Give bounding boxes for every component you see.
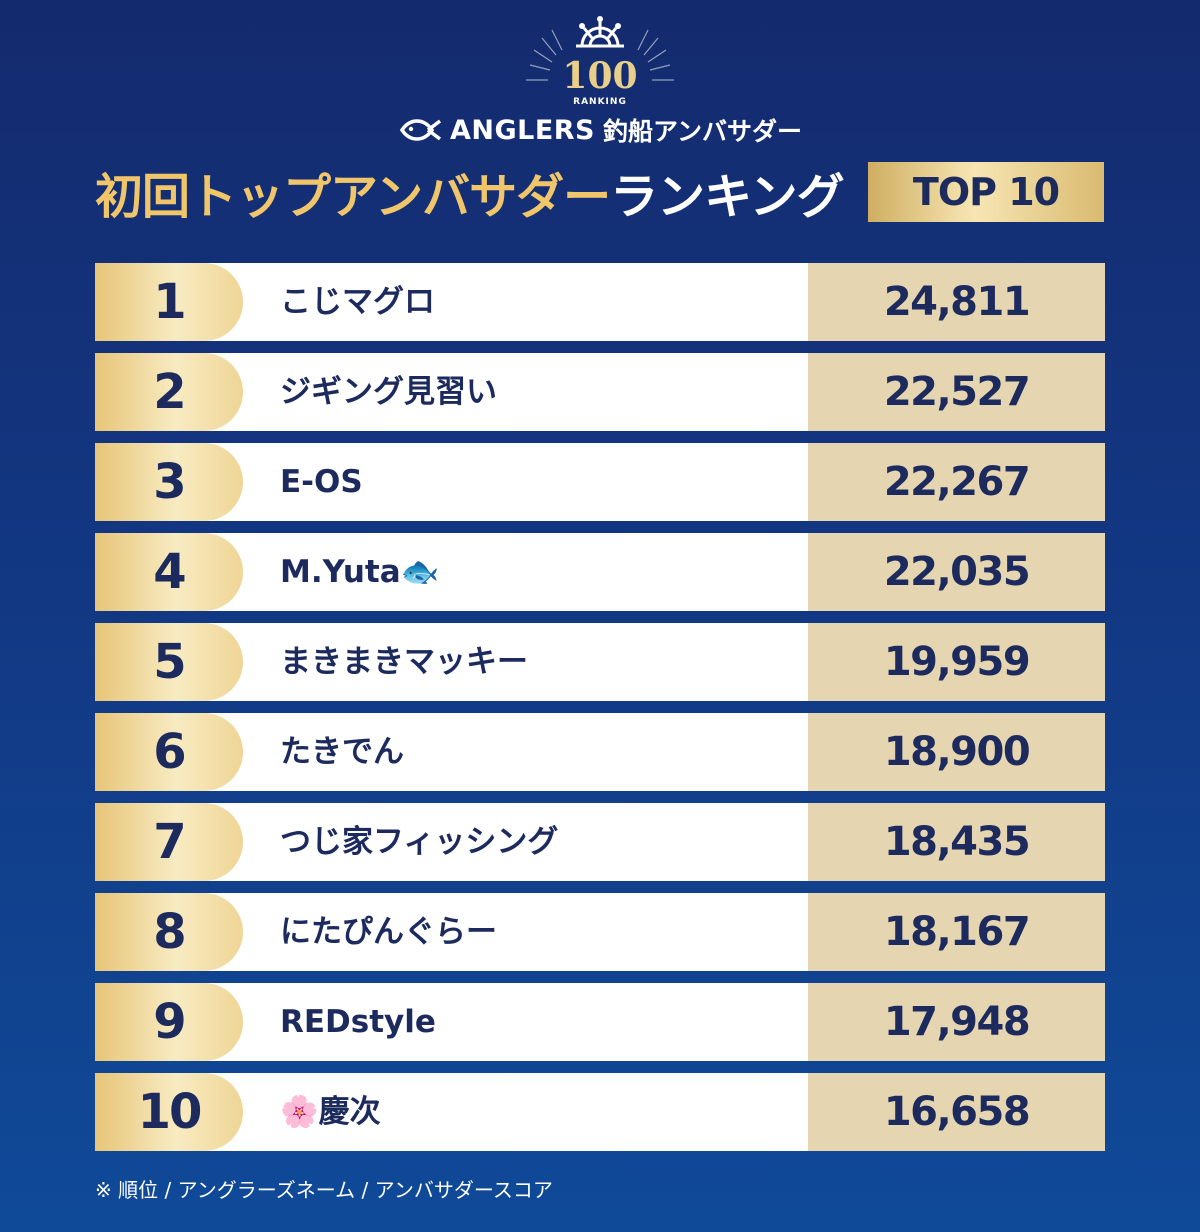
ranking-row: 4 M.Yuta🐟 22,035 [95, 533, 1105, 611]
ranking-row: 6 たきでん 18,900 [95, 713, 1105, 791]
ranking-row: 10 🌸慶次 16,658 [95, 1073, 1105, 1151]
rank-number: 4 [95, 533, 243, 611]
title-white-part: ランキング [610, 169, 845, 225]
top10-badge: TOP 10 [868, 162, 1104, 222]
angler-name: M.Yuta🐟 [280, 554, 440, 590]
angler-name: 🌸慶次 [280, 1094, 381, 1130]
ranking-row: 2 ジギング見習い 22,527 [95, 353, 1105, 431]
ambassador-score: 22,267 [808, 443, 1105, 521]
ambassador-score: 16,658 [808, 1073, 1105, 1151]
ambassador-score: 18,167 [808, 893, 1105, 971]
ranking-row: 9 REDstyle 17,948 [95, 983, 1105, 1061]
angler-name: E-OS [280, 464, 363, 500]
ranking-row: 1 こじマグロ 24,811 [95, 263, 1105, 341]
angler-name: REDstyle [280, 1004, 436, 1040]
angler-name: にたぴんぐらー [280, 914, 497, 950]
angler-name: つじ家フィッシング [280, 824, 559, 860]
rank-number: 2 [95, 353, 243, 431]
ambassador-score: 19,959 [808, 623, 1105, 701]
angler-name: こじマグロ [280, 284, 435, 320]
rank-number: 7 [95, 803, 243, 881]
ambassador-score: 17,948 [808, 983, 1105, 1061]
ambassador-score: 22,035 [808, 533, 1105, 611]
ranking-row: 3 E-OS 22,267 [95, 443, 1105, 521]
logo-number: 100 [562, 55, 637, 97]
title-gold-part: 初回トップアンバサダー [95, 169, 611, 225]
logo-word: RANKING [573, 97, 627, 107]
rank-number: 3 [95, 443, 243, 521]
column-legend-footnote: ※ 順位 / アングラーズネーム / アンバサダースコア [95, 1178, 553, 1202]
page-title: 初回トップアンバサダー ランキング [95, 160, 845, 225]
rank-number: 8 [95, 893, 243, 971]
ambassador-score: 18,435 [808, 803, 1105, 881]
brand-line: ANGLERS 釣船アンバサダー [0, 112, 1200, 148]
ranking-row: 8 にたぴんぐらー 18,167 [95, 893, 1105, 971]
rank-number: 6 [95, 713, 243, 791]
ranking-100-logo: 100 RANKING [490, 10, 710, 110]
angler-name: まきまきマッキー [280, 644, 528, 680]
angler-name: ジギング見習い [280, 374, 497, 410]
ambassador-score: 18,900 [808, 713, 1105, 791]
rank-number: 9 [95, 983, 243, 1061]
ambassador-score: 22,527 [808, 353, 1105, 431]
ranking-row: 7 つじ家フィッシング 18,435 [95, 803, 1105, 881]
rank-number: 1 [95, 263, 243, 341]
brand-name: ANGLERS [449, 114, 596, 146]
ambassador-score: 24,811 [808, 263, 1105, 341]
angler-name: たきでん [280, 734, 404, 770]
rank-number: 5 [95, 623, 243, 701]
fish-icon [399, 119, 442, 141]
ranking-row: 5 まきまきマッキー 19,959 [95, 623, 1105, 701]
ranking-list: 1 こじマグロ 24,811 2 ジギング見習い 22,527 3 E-OS 2… [95, 263, 1105, 1163]
brand-subtitle: 釣船アンバサダー [603, 117, 803, 146]
ship-wheel-icon: 100 RANKING [526, 16, 674, 107]
rank-number: 10 [95, 1073, 243, 1151]
